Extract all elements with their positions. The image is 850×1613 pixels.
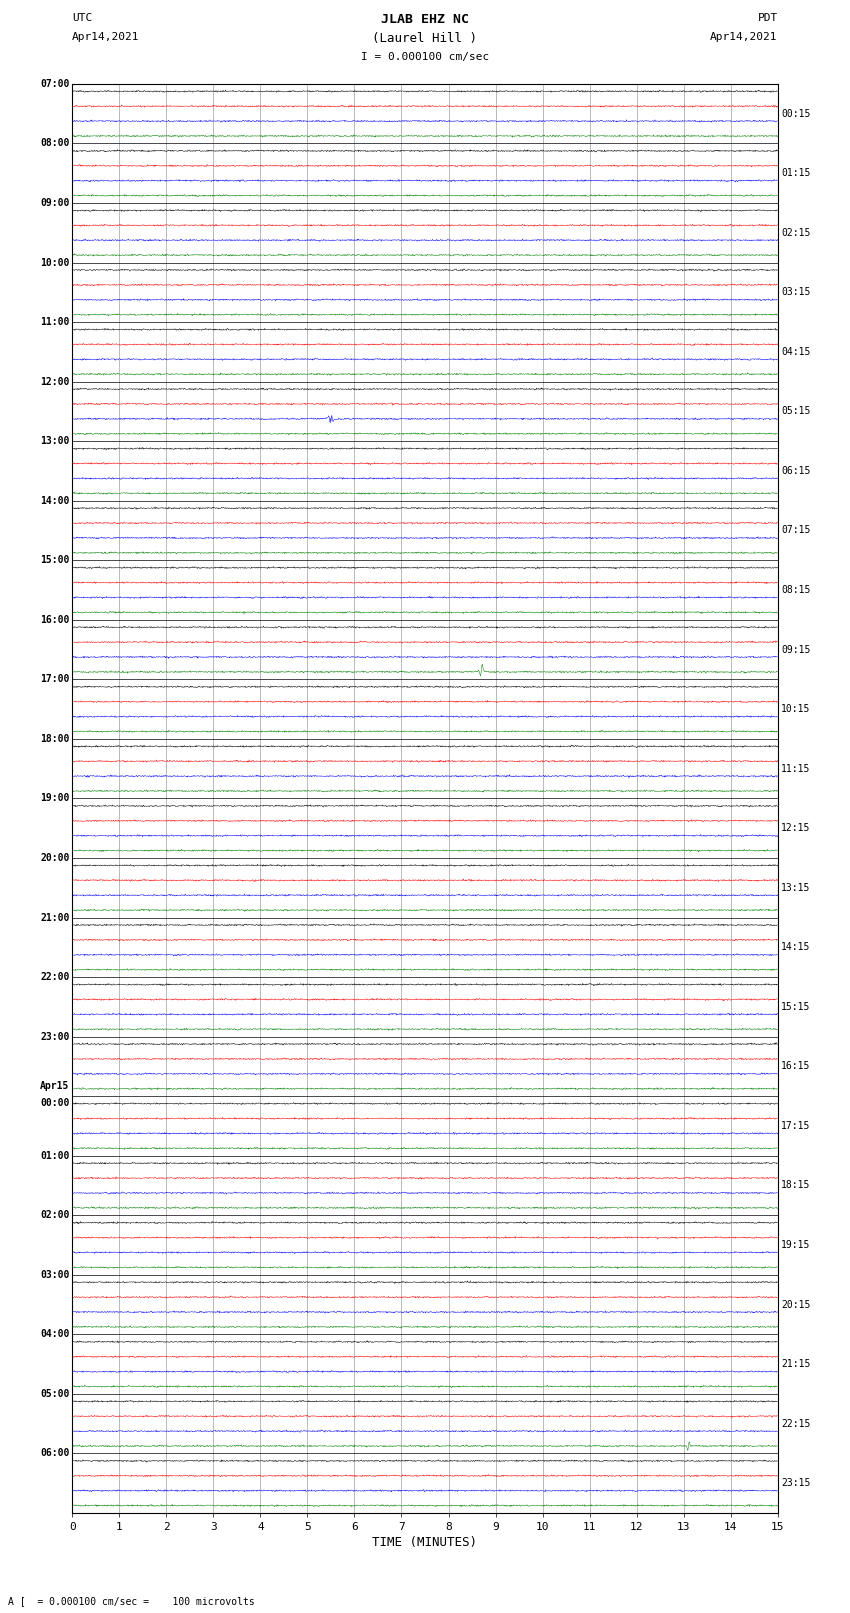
Text: 01:15: 01:15 [781, 168, 811, 177]
Text: 04:15: 04:15 [781, 347, 811, 356]
Text: 06:00: 06:00 [40, 1448, 70, 1458]
Text: 19:15: 19:15 [781, 1240, 811, 1250]
Text: Apr15: Apr15 [40, 1081, 70, 1092]
Text: 21:00: 21:00 [40, 913, 70, 923]
Text: 21:15: 21:15 [781, 1360, 811, 1369]
Text: 08:15: 08:15 [781, 586, 811, 595]
Text: 12:00: 12:00 [40, 376, 70, 387]
Text: 13:00: 13:00 [40, 436, 70, 447]
Text: 00:15: 00:15 [781, 108, 811, 119]
Text: 10:15: 10:15 [781, 705, 811, 715]
X-axis label: TIME (MINUTES): TIME (MINUTES) [372, 1536, 478, 1548]
Text: I = 0.000100 cm/sec: I = 0.000100 cm/sec [361, 52, 489, 61]
Text: 08:00: 08:00 [40, 139, 70, 148]
Text: 11:00: 11:00 [40, 318, 70, 327]
Text: 14:00: 14:00 [40, 495, 70, 506]
Text: 02:15: 02:15 [781, 227, 811, 237]
Text: 23:15: 23:15 [781, 1478, 811, 1489]
Text: 07:00: 07:00 [40, 79, 70, 89]
Text: 22:15: 22:15 [781, 1419, 811, 1429]
Text: 12:15: 12:15 [781, 823, 811, 834]
Text: 13:15: 13:15 [781, 882, 811, 892]
Text: 23:00: 23:00 [40, 1032, 70, 1042]
Text: 18:15: 18:15 [781, 1181, 811, 1190]
Text: 02:00: 02:00 [40, 1210, 70, 1221]
Text: 09:15: 09:15 [781, 645, 811, 655]
Text: PDT: PDT [757, 13, 778, 23]
Text: 09:00: 09:00 [40, 198, 70, 208]
Text: Apr14,2021: Apr14,2021 [72, 32, 139, 42]
Text: 20:15: 20:15 [781, 1300, 811, 1310]
Text: 10:00: 10:00 [40, 258, 70, 268]
Text: 03:15: 03:15 [781, 287, 811, 297]
Text: 03:00: 03:00 [40, 1269, 70, 1279]
Text: 15:00: 15:00 [40, 555, 70, 565]
Text: 11:15: 11:15 [781, 763, 811, 774]
Text: 15:15: 15:15 [781, 1002, 811, 1011]
Text: (Laurel Hill ): (Laurel Hill ) [372, 32, 478, 45]
Text: 06:15: 06:15 [781, 466, 811, 476]
Text: A [  = 0.000100 cm/sec =    100 microvolts: A [ = 0.000100 cm/sec = 100 microvolts [8, 1597, 255, 1607]
Text: 16:00: 16:00 [40, 615, 70, 624]
Text: Apr14,2021: Apr14,2021 [711, 32, 778, 42]
Text: 22:00: 22:00 [40, 973, 70, 982]
Text: 17:00: 17:00 [40, 674, 70, 684]
Text: 07:15: 07:15 [781, 526, 811, 536]
Text: 05:00: 05:00 [40, 1389, 70, 1398]
Text: 19:00: 19:00 [40, 794, 70, 803]
Text: 00:00: 00:00 [40, 1098, 70, 1108]
Text: 14:15: 14:15 [781, 942, 811, 952]
Text: UTC: UTC [72, 13, 93, 23]
Text: JLAB EHZ NC: JLAB EHZ NC [381, 13, 469, 26]
Text: 16:15: 16:15 [781, 1061, 811, 1071]
Text: 17:15: 17:15 [781, 1121, 811, 1131]
Text: 18:00: 18:00 [40, 734, 70, 744]
Text: 04:00: 04:00 [40, 1329, 70, 1339]
Text: 01:00: 01:00 [40, 1150, 70, 1161]
Text: 05:15: 05:15 [781, 406, 811, 416]
Text: 20:00: 20:00 [40, 853, 70, 863]
